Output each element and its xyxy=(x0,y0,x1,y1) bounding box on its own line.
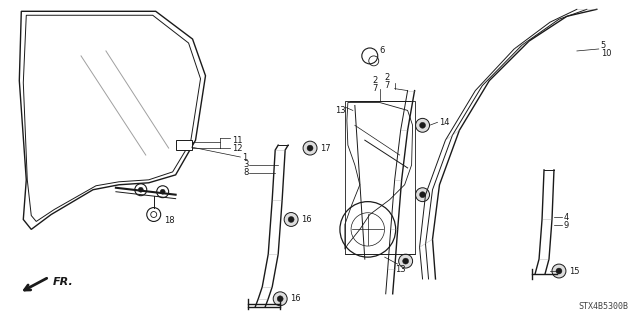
Circle shape xyxy=(303,141,317,155)
Text: FR.: FR. xyxy=(53,277,74,287)
Circle shape xyxy=(160,189,165,194)
Text: 8: 8 xyxy=(243,168,248,177)
Text: 2: 2 xyxy=(385,73,390,82)
Circle shape xyxy=(415,118,429,132)
Text: 16: 16 xyxy=(301,215,312,224)
Text: 1: 1 xyxy=(243,152,248,161)
Circle shape xyxy=(284,212,298,226)
Circle shape xyxy=(138,187,143,192)
Circle shape xyxy=(403,258,408,264)
Circle shape xyxy=(277,296,283,302)
Text: 7: 7 xyxy=(372,84,378,93)
Text: 14: 14 xyxy=(440,118,450,127)
Text: 7: 7 xyxy=(385,81,390,90)
Text: 12: 12 xyxy=(232,144,243,152)
Circle shape xyxy=(273,292,287,306)
Circle shape xyxy=(420,192,426,198)
Circle shape xyxy=(288,217,294,222)
Text: 13: 13 xyxy=(395,264,405,273)
Text: 3: 3 xyxy=(243,160,248,169)
Text: 4: 4 xyxy=(564,213,569,222)
Text: 10: 10 xyxy=(601,49,611,58)
Text: 18: 18 xyxy=(164,216,174,225)
Circle shape xyxy=(307,145,313,151)
Circle shape xyxy=(420,122,426,128)
Text: STX4B5300B: STX4B5300B xyxy=(579,302,628,311)
Text: 13: 13 xyxy=(335,107,346,115)
Text: 5: 5 xyxy=(601,41,606,50)
Circle shape xyxy=(552,264,566,278)
Circle shape xyxy=(556,268,562,274)
Text: 6: 6 xyxy=(380,47,385,56)
FancyBboxPatch shape xyxy=(175,140,191,150)
Text: 11: 11 xyxy=(232,136,243,145)
Text: 2: 2 xyxy=(372,76,378,85)
Circle shape xyxy=(415,188,429,202)
Text: 15: 15 xyxy=(569,266,579,276)
Text: 9: 9 xyxy=(564,221,569,230)
Text: 17: 17 xyxy=(320,144,331,152)
Text: 16: 16 xyxy=(290,294,301,303)
Circle shape xyxy=(399,254,413,268)
